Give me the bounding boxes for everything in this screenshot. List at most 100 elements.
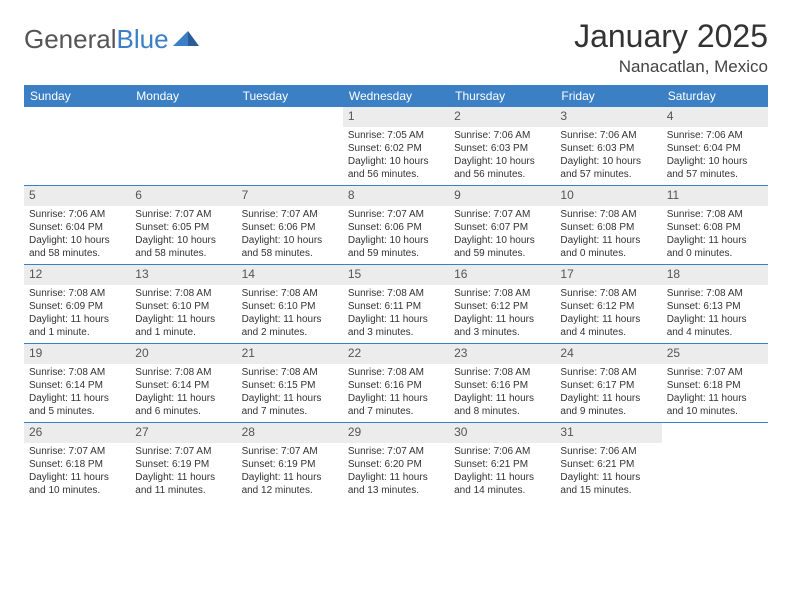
- day-number: 30: [449, 423, 555, 443]
- daylight-text: Daylight: 11 hours and 3 minutes.: [348, 313, 444, 339]
- day-details: Sunrise: 7:08 AMSunset: 6:10 PMDaylight:…: [237, 287, 343, 343]
- calendar: SundayMondayTuesdayWednesdayThursdayFrid…: [24, 85, 768, 501]
- day-number: 31: [555, 423, 661, 443]
- day-number: 8: [343, 186, 449, 206]
- day-cell: 23Sunrise: 7:08 AMSunset: 6:16 PMDayligh…: [449, 344, 555, 422]
- day-number: 14: [237, 265, 343, 285]
- sunset-text: Sunset: 6:03 PM: [560, 142, 656, 155]
- day-details: Sunrise: 7:07 AMSunset: 6:07 PMDaylight:…: [449, 208, 555, 264]
- day-details: Sunrise: 7:08 AMSunset: 6:09 PMDaylight:…: [24, 287, 130, 343]
- day-cell: 27Sunrise: 7:07 AMSunset: 6:19 PMDayligh…: [130, 423, 236, 501]
- daylight-text: Daylight: 11 hours and 4 minutes.: [667, 313, 763, 339]
- day-header-cell: Tuesday: [237, 85, 343, 107]
- week-row: 19 Sunrise: 7:08 AM Sunset: 6:14 PM Dayligh…: [24, 343, 768, 422]
- daylight-text: Daylight: 11 hours and 9 minutes.: [560, 392, 656, 418]
- header: GeneralBlue January 2025 Nanacatlan, Mex…: [24, 18, 768, 77]
- logo-part1: General: [24, 24, 117, 54]
- sunrise-text: Sunrise: 7:06 AM: [29, 208, 125, 221]
- day-details: Sunrise: 7:08 AMSunset: 6:16 PMDaylight:…: [343, 366, 449, 422]
- daylight-text: Daylight: 11 hours and 1 minute.: [135, 313, 231, 339]
- sunset-text: Sunset: 6:11 PM: [348, 300, 444, 313]
- day-cell: 12Sunrise: 7:08 AMSunset: 6:09 PMDayligh…: [24, 265, 130, 343]
- week-row: 5Sunrise: 7:06 AMSunset: 6:04 PMDaylight…: [24, 185, 768, 264]
- sunrise-text: Sunrise: 7:05 AM: [348, 129, 444, 142]
- sunrise-text: Sunrise: 7:07 AM: [454, 208, 550, 221]
- sunrise-text: Sunrise: 7:07 AM: [667, 366, 763, 379]
- day-number: 12: [24, 265, 130, 285]
- sunrise-text: Sunrise: 7:08 AM: [242, 366, 338, 379]
- day-cell: 2Sunrise: 7:06 AMSunset: 6:03 PMDaylight…: [449, 107, 555, 185]
- sunset-text: Sunset: 6:21 PM: [560, 458, 656, 471]
- day-details: Sunrise: 7:07 AMSunset: 6:20 PMDaylight:…: [343, 445, 449, 501]
- day-details: Sunrise: 7:06 AMSunset: 6:03 PMDaylight:…: [555, 129, 661, 185]
- sunrise-text: Sunrise: 7:07 AM: [242, 208, 338, 221]
- day-cell: 18Sunrise: 7:08 AMSunset: 6:13 PMDayligh…: [662, 265, 768, 343]
- sunrise-text: Sunrise: 7:08 AM: [348, 287, 444, 300]
- day-number: 19: [24, 344, 130, 364]
- day-cell: 21Sunrise: 7:08 AMSunset: 6:15 PMDayligh…: [237, 344, 343, 422]
- daylight-text: Daylight: 10 hours and 57 minutes.: [667, 155, 763, 181]
- day-details: Sunrise: 7:08 AMSunset: 6:10 PMDaylight:…: [130, 287, 236, 343]
- day-details: Sunrise: 7:07 AMSunset: 6:18 PMDaylight:…: [24, 445, 130, 501]
- day-number: 29: [343, 423, 449, 443]
- day-cell: 1Sunrise: 7:05 AMSunset: 6:02 PMDaylight…: [343, 107, 449, 185]
- daylight-text: Daylight: 11 hours and 15 minutes.: [560, 471, 656, 497]
- day-number: 22: [343, 344, 449, 364]
- sunrise-text: Sunrise: 7:08 AM: [560, 366, 656, 379]
- day-details: Sunrise: 7:08 AMSunset: 6:08 PMDaylight:…: [555, 208, 661, 264]
- day-details: Sunrise: 7:06 AMSunset: 6:21 PMDaylight:…: [555, 445, 661, 501]
- daylight-text: Daylight: 11 hours and 6 minutes.: [135, 392, 231, 418]
- day-cell: 11Sunrise: 7:08 AMSunset: 6:08 PMDayligh…: [662, 186, 768, 264]
- day-cell: 17Sunrise: 7:08 AMSunset: 6:12 PMDayligh…: [555, 265, 661, 343]
- day-details: Sunrise: 7:07 AMSunset: 6:06 PMDaylight:…: [343, 208, 449, 264]
- sunrise-text: Sunrise: 7:08 AM: [348, 366, 444, 379]
- day-number: 21: [237, 344, 343, 364]
- sunrise-text: Sunrise: 7:06 AM: [454, 445, 550, 458]
- sunset-text: Sunset: 6:14 PM: [29, 379, 125, 392]
- daylight-text: Daylight: 11 hours and 7 minutes.: [348, 392, 444, 418]
- daylight-text: Daylight: 10 hours and 59 minutes.: [454, 234, 550, 260]
- day-number: 3: [555, 107, 661, 127]
- day-number: 26: [24, 423, 130, 443]
- day-cell: 20Sunrise: 7:08 AMSunset: 6:14 PMDayligh…: [130, 344, 236, 422]
- day-details: Sunrise: 7:08 AMSunset: 6:12 PMDaylight:…: [555, 287, 661, 343]
- sunset-text: Sunset: 6:10 PM: [242, 300, 338, 313]
- sunrise-text: Sunrise: 7:07 AM: [348, 208, 444, 221]
- day-cell: 15 Sunrise: 7:08 AMSunset: 6:11 PMDayligh…: [343, 265, 449, 343]
- day-cell: 14Sunrise: 7:08 AMSunset: 6:10 PMDayligh…: [237, 265, 343, 343]
- sunset-text: Sunset: 6:18 PM: [29, 458, 125, 471]
- day-number: 5: [24, 186, 130, 206]
- sunrise-text: Sunrise: 7:08 AM: [667, 287, 763, 300]
- day-details: Sunrise: 7:06 AMSunset: 6:21 PMDaylight:…: [449, 445, 555, 501]
- daylight-text: Daylight: 11 hours and 2 minutes.: [242, 313, 338, 339]
- sunset-text: Sunset: 6:15 PM: [242, 379, 338, 392]
- day-cell: 5Sunrise: 7:06 AMSunset: 6:04 PMDaylight…: [24, 186, 130, 264]
- sunset-text: Sunset: 6:04 PM: [667, 142, 763, 155]
- sunrise-text: Sunrise: 7:08 AM: [135, 287, 231, 300]
- daylight-text: Daylight: 10 hours and 58 minutes.: [29, 234, 125, 260]
- day-details: Sunrise: 7:08 AMSunset: 6:15 PMDaylight:…: [237, 366, 343, 422]
- day-details: Sunrise: 7:06 AMSunset: 6:03 PMDaylight:…: [449, 129, 555, 185]
- sunset-text: Sunset: 6:12 PM: [560, 300, 656, 313]
- daylight-text: Daylight: 11 hours and 3 minutes.: [454, 313, 550, 339]
- day-cell: 3Sunrise: 7:06 AMSunset: 6:03 PMDaylight…: [555, 107, 661, 185]
- sunset-text: Sunset: 6:09 PM: [29, 300, 125, 313]
- day-number: 17: [555, 265, 661, 285]
- daylight-text: Daylight: 11 hours and 11 minutes.: [135, 471, 231, 497]
- sunset-text: Sunset: 6:16 PM: [348, 379, 444, 392]
- day-cell: 28Sunrise: 7:07 AMSunset: 6:19 PMDayligh…: [237, 423, 343, 501]
- daylight-text: Daylight: 11 hours and 0 minutes.: [560, 234, 656, 260]
- sunrise-text: Sunrise: 7:07 AM: [348, 445, 444, 458]
- day-details: Sunrise: 7:07 AMSunset: 6:18 PMDaylight:…: [662, 366, 768, 422]
- sunrise-text: Sunrise: 7:08 AM: [29, 287, 125, 300]
- day-number: 15: [343, 265, 449, 285]
- day-number: 2: [449, 107, 555, 127]
- day-cell: 8Sunrise: 7:07 AMSunset: 6:06 PMDaylight…: [343, 186, 449, 264]
- day-cell: 4Sunrise: 7:06 AMSunset: 6:04 PMDaylight…: [662, 107, 768, 185]
- day-cell: 29Sunrise: 7:07 AMSunset: 6:20 PMDayligh…: [343, 423, 449, 501]
- sunset-text: Sunset: 6:19 PM: [242, 458, 338, 471]
- day-cell: 13Sunrise: 7:08 AMSunset: 6:10 PMDayligh…: [130, 265, 236, 343]
- day-header-cell: Monday: [130, 85, 236, 107]
- sunset-text: Sunset: 6:17 PM: [560, 379, 656, 392]
- day-cell: [130, 107, 236, 185]
